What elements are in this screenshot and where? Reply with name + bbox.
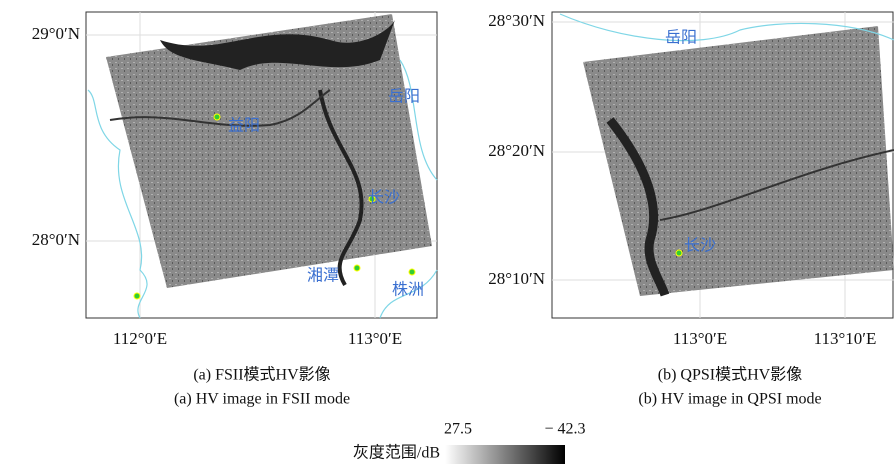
place-label: 岳阳 (665, 28, 697, 47)
place-label: 益阳 (228, 116, 260, 135)
caption-en: (b) HV image in QPSI mode (638, 391, 821, 408)
place-label: 株洲 (392, 280, 424, 299)
place-label: 岳阳 (388, 87, 420, 106)
panel-a: 益阳 长沙 岳阳 湘潭 株洲 29°0′N 28°0′N 112°0′E 113… (32, 12, 437, 408)
lat-label: 29°0′N (32, 24, 80, 43)
colorbar-max: − 42.3 (544, 421, 585, 438)
lat-label: 28°0′N (32, 230, 80, 249)
colorbar-min: 27.5 (444, 421, 472, 438)
lon-label: 112°0′E (113, 329, 167, 348)
figure: 益阳 长沙 岳阳 湘潭 株洲 29°0′N 28°0′N 112°0′E 113… (0, 0, 894, 465)
place-label: 湘潭 (307, 266, 339, 285)
caption-en: (a) HV image in FSII mode (174, 391, 350, 408)
lat-label: 28°30′N (488, 11, 545, 30)
panel-b: 岳阳 长沙 28°30′N 28°20′N 28°10′N 113°0′E 11… (488, 11, 894, 408)
lon-label: 113°0′E (348, 329, 402, 348)
city-dot (676, 250, 682, 256)
colorbar-label: 灰度范围/dB (353, 444, 440, 462)
lat-label: 28°20′N (488, 141, 545, 160)
lat-label: 28°10′N (488, 269, 545, 288)
caption-cn: (a) FSII模式HV影像 (193, 366, 330, 384)
lon-label: 113°10′E (814, 329, 877, 348)
place-label: 长沙 (368, 188, 400, 207)
place-label: 长沙 (684, 236, 716, 255)
caption-cn: (b) QPSI模式HV影像 (658, 366, 802, 384)
colorbar-gradient (445, 445, 565, 464)
lon-label: 113°0′E (673, 329, 727, 348)
colorbar: 灰度范围/dB 27.5 − 42.3 (353, 421, 586, 464)
